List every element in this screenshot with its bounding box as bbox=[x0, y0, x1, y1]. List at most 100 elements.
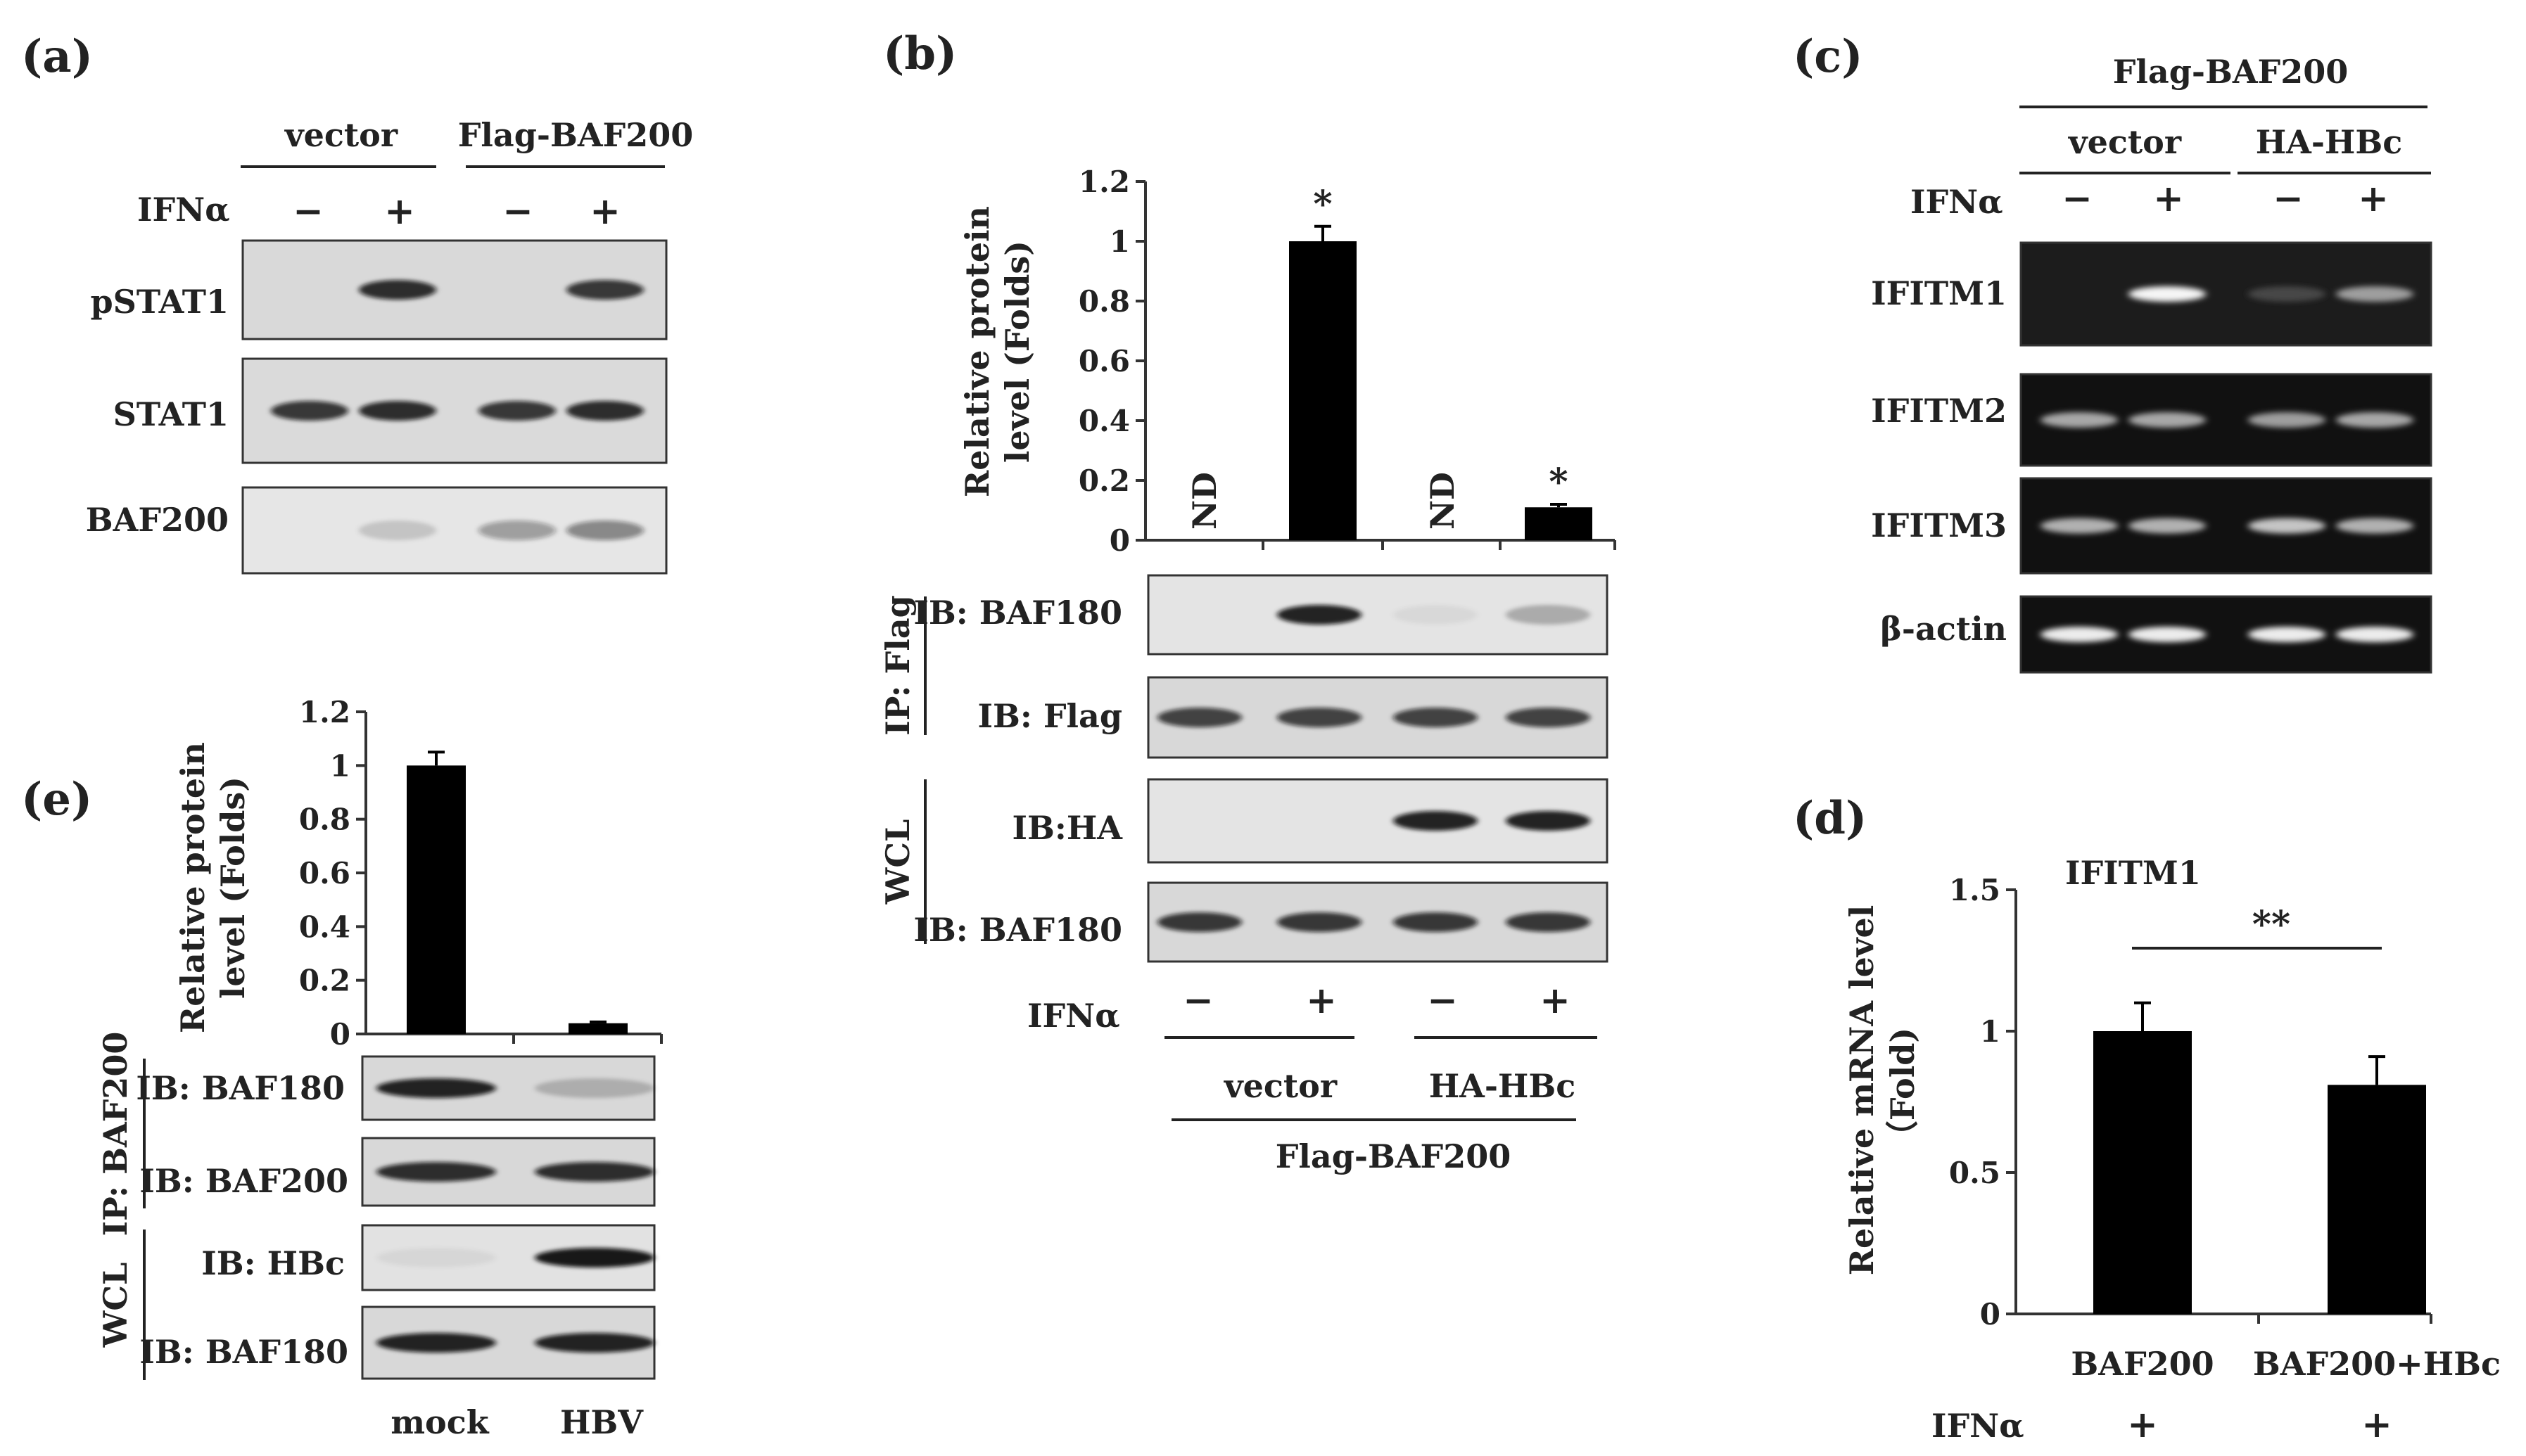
panel-b-band-3-4 bbox=[1506, 811, 1590, 831]
panel-a-band-2-2 bbox=[359, 401, 436, 421]
panel-c-band-1-3 bbox=[2248, 286, 2325, 302]
panel-d-category-2: BAF200+HBc bbox=[2253, 1345, 2501, 1383]
panel-e: (e) Relative protein level (Folds) 00.20… bbox=[21, 695, 663, 1441]
panel-c-sign-1: − bbox=[2062, 177, 2093, 220]
panel-e-blot-label-baf180-wcl: IB: BAF180 bbox=[139, 1333, 348, 1371]
panel-e-band-2-2 bbox=[535, 1162, 654, 1182]
panel-b-bar-label-3: ND bbox=[1423, 472, 1461, 530]
panel-a-band-2-4 bbox=[566, 401, 644, 421]
panel-c-construct: Flag-BAF200 bbox=[2113, 53, 2348, 91]
panel-e-band-2-1 bbox=[376, 1162, 496, 1182]
panel-e-ytick-label-2: 0.2 bbox=[299, 964, 350, 998]
panel-c-band-1-4 bbox=[2336, 286, 2413, 302]
panel-c-group-vector: vector bbox=[2068, 123, 2182, 161]
panel-d-label: (d) bbox=[1793, 792, 1867, 845]
panel-b-band-1-4 bbox=[1506, 605, 1590, 625]
panel-b-blot-label-flag: IB: Flag bbox=[978, 697, 1123, 735]
panel-b-blot-label-baf180-wcl: IB: BAF180 bbox=[913, 911, 1122, 949]
panel-e-band-4-2 bbox=[535, 1333, 654, 1353]
panel-e-band-1-2 bbox=[535, 1078, 654, 1098]
panel-b-group-vector: vector bbox=[1224, 1067, 1338, 1105]
panel-d-ytick-label-4: 1.5 bbox=[1949, 873, 2000, 907]
panel-d-sign-1: + bbox=[2127, 1403, 2158, 1446]
panel-b-ytick-label-6: 1 bbox=[1110, 224, 1130, 259]
panel-c-band-4-1 bbox=[2041, 627, 2118, 642]
panel-e-ip-label: IP: BAF200 bbox=[96, 1032, 134, 1237]
panel-b-band-1-3 bbox=[1393, 605, 1478, 625]
panel-e-ytick-label-3: 0.4 bbox=[299, 909, 350, 944]
panel-a-blot-label-baf200: BAF200 bbox=[86, 501, 229, 539]
panel-b-ytick-label-7: 1.2 bbox=[1079, 165, 1130, 199]
panel-b-blots bbox=[1147, 574, 1608, 963]
panel-b-sign-1: − bbox=[1183, 979, 1214, 1022]
panel-c-band-3-2 bbox=[2128, 518, 2206, 534]
panel-e-wcl-label: WCL bbox=[96, 1263, 134, 1348]
panel-e-ytick-label-7: 1.2 bbox=[299, 695, 350, 729]
panel-d-ylabel-line2: （Fold) bbox=[1884, 1028, 1922, 1153]
panel-c-group-hahbc: HA-HBc bbox=[2256, 123, 2403, 161]
panel-b-sig-4: * bbox=[1549, 461, 1568, 504]
panel-b-band-2-2 bbox=[1277, 708, 1362, 727]
panel-d-sign-2: + bbox=[2361, 1403, 2392, 1446]
panel-a-sign-4: + bbox=[590, 190, 621, 233]
panel-b-ytick-label-3: 0.4 bbox=[1079, 404, 1130, 438]
panel-d-category-1: BAF200 bbox=[2071, 1345, 2214, 1383]
panel-d-sig-label: ** bbox=[2252, 903, 2290, 946]
panel-b-ylabel-line1: Relative protein bbox=[958, 206, 996, 497]
panel-a-band-1-4 bbox=[566, 280, 644, 300]
panel-e-bar-2 bbox=[569, 1023, 628, 1034]
panel-d-ylabel-line1: Relative mRNA level bbox=[1843, 905, 1881, 1275]
panel-c-gel-label-ifitm3: IFITM3 bbox=[1871, 506, 2007, 544]
panel-b-construct: Flag-BAF200 bbox=[1276, 1137, 1511, 1175]
panel-a-blot-label-stat1: STAT1 bbox=[113, 395, 229, 433]
panel-e-blots bbox=[361, 1055, 656, 1380]
panel-c-gel-label-ifitm1: IFITM1 bbox=[1871, 274, 2007, 312]
panel-b-band-2-4 bbox=[1506, 708, 1590, 727]
panel-a-band-1-2 bbox=[359, 280, 436, 300]
panel-a-band-2-3 bbox=[478, 401, 556, 421]
panel-e-bar-1 bbox=[407, 765, 466, 1034]
panel-c-band-2-4 bbox=[2336, 412, 2413, 428]
panel-e-ytick-label-6: 1 bbox=[330, 748, 350, 783]
panel-c-label: (c) bbox=[1793, 30, 1863, 83]
panel-b-ytick-label-5: 0.8 bbox=[1079, 284, 1130, 319]
panel-c-band-1-2 bbox=[2128, 286, 2206, 302]
panel-e-ytick-label-1: 0 bbox=[330, 1017, 350, 1052]
panel-c-band-4-4 bbox=[2336, 627, 2413, 642]
panel-c-gel-label-ifitm2: IFITM2 bbox=[1871, 392, 2007, 430]
panel-b-ip-label: IP: Flag bbox=[879, 595, 917, 736]
panel-c-sign-2: + bbox=[2153, 177, 2184, 220]
panel-e-blot-label-hbc: IB: HBc bbox=[201, 1244, 345, 1282]
panel-b-chart: 0 0.2 0.4 0.6 0.8 1 1.2 ND * ND * bbox=[1079, 165, 1616, 558]
panel-d-bar-1 bbox=[2093, 1031, 2192, 1314]
panel-c-band-2-2 bbox=[2128, 412, 2206, 428]
panel-c-band-2-1 bbox=[2041, 412, 2118, 428]
panel-b-band-4-3 bbox=[1393, 912, 1478, 932]
panel-b-treatment: IFNα bbox=[1027, 997, 1120, 1035]
panel-c-band-3-3 bbox=[2248, 518, 2325, 534]
panel-a-sign-2: + bbox=[384, 190, 415, 233]
panel-e-sample-hbv: HBV bbox=[560, 1403, 644, 1441]
panel-d-ytick-label-2: 0.5 bbox=[1949, 1156, 2000, 1190]
panel-e-ylabel-line1: Relative protein bbox=[174, 742, 212, 1033]
panel-b-wcl-label: WCL bbox=[879, 819, 917, 905]
panel-b-band-1-2 bbox=[1277, 605, 1362, 625]
panel-c: (c) Flag-BAF200 vector HA-HBc IFNα − + −… bbox=[1793, 30, 2432, 674]
panel-a-blot-label-pstat1: pSTAT1 bbox=[90, 283, 229, 321]
panel-b-band-4-4 bbox=[1506, 912, 1590, 932]
panel-e-band-3-2 bbox=[535, 1248, 654, 1267]
panel-a-band-3-2 bbox=[359, 521, 436, 540]
panel-e-label: (e) bbox=[21, 773, 92, 826]
panel-b-sig-2: * bbox=[1313, 183, 1332, 226]
panel-b-ytick-label-1: 0 bbox=[1110, 523, 1130, 558]
panel-b-band-3-3 bbox=[1393, 811, 1478, 831]
panel-e-chart: 0 0.2 0.4 0.6 0.8 1 1.2 bbox=[299, 695, 663, 1052]
panel-c-sign-3: − bbox=[2273, 177, 2304, 220]
panel-a-band-3-4 bbox=[566, 521, 644, 540]
panel-c-gels bbox=[2019, 241, 2432, 674]
panel-b-ylabel-line2: level (Folds) bbox=[998, 241, 1036, 463]
panel-e-ytick-label-4: 0.6 bbox=[299, 856, 350, 890]
panel-b-band-4-2 bbox=[1277, 912, 1362, 932]
panel-c-band-4-3 bbox=[2248, 627, 2325, 642]
